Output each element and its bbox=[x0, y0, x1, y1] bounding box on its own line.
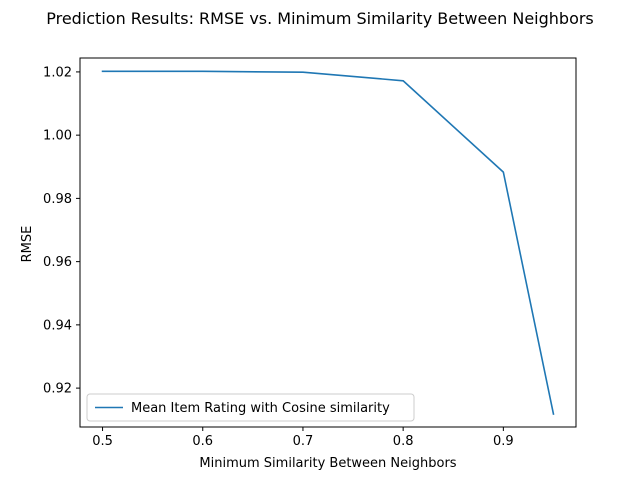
y-axis-ticks: 0.92 0.94 0.96 0.98 1.00 1.02 bbox=[43, 65, 80, 397]
chart-title: Prediction Results: RMSE vs. Minimum Sim… bbox=[46, 9, 594, 28]
x-axis-title: Minimum Similarity Between Neighbors bbox=[199, 456, 456, 471]
y-tick-label: 0.92 bbox=[43, 382, 72, 397]
legend: Mean Item Rating with Cosine similarity bbox=[86, 393, 415, 422]
x-tick-label: 0.8 bbox=[393, 434, 414, 449]
y-tick-label: 0.96 bbox=[43, 255, 72, 270]
y-axis-title: RMSE bbox=[20, 226, 35, 263]
legend-box bbox=[86, 393, 415, 422]
plot-series bbox=[101, 70, 555, 415]
x-tick-label: 0.9 bbox=[493, 434, 514, 449]
x-tick-label: 0.5 bbox=[92, 434, 113, 449]
x-axis-ticks: 0.5 0.6 0.7 0.8 0.9 bbox=[92, 427, 514, 449]
series-line bbox=[101, 70, 555, 415]
axes bbox=[79, 57, 577, 428]
legend-label: Mean Item Rating with Cosine similarity bbox=[131, 401, 390, 416]
y-tick-label: 0.98 bbox=[43, 192, 72, 207]
y-tick-label: 1.00 bbox=[43, 129, 72, 144]
x-tick-label: 0.7 bbox=[293, 434, 314, 449]
x-tick-label: 0.6 bbox=[192, 434, 213, 449]
y-tick-label: 1.02 bbox=[43, 65, 72, 80]
y-tick-label: 0.94 bbox=[43, 318, 72, 333]
plot-frame bbox=[79, 57, 577, 428]
